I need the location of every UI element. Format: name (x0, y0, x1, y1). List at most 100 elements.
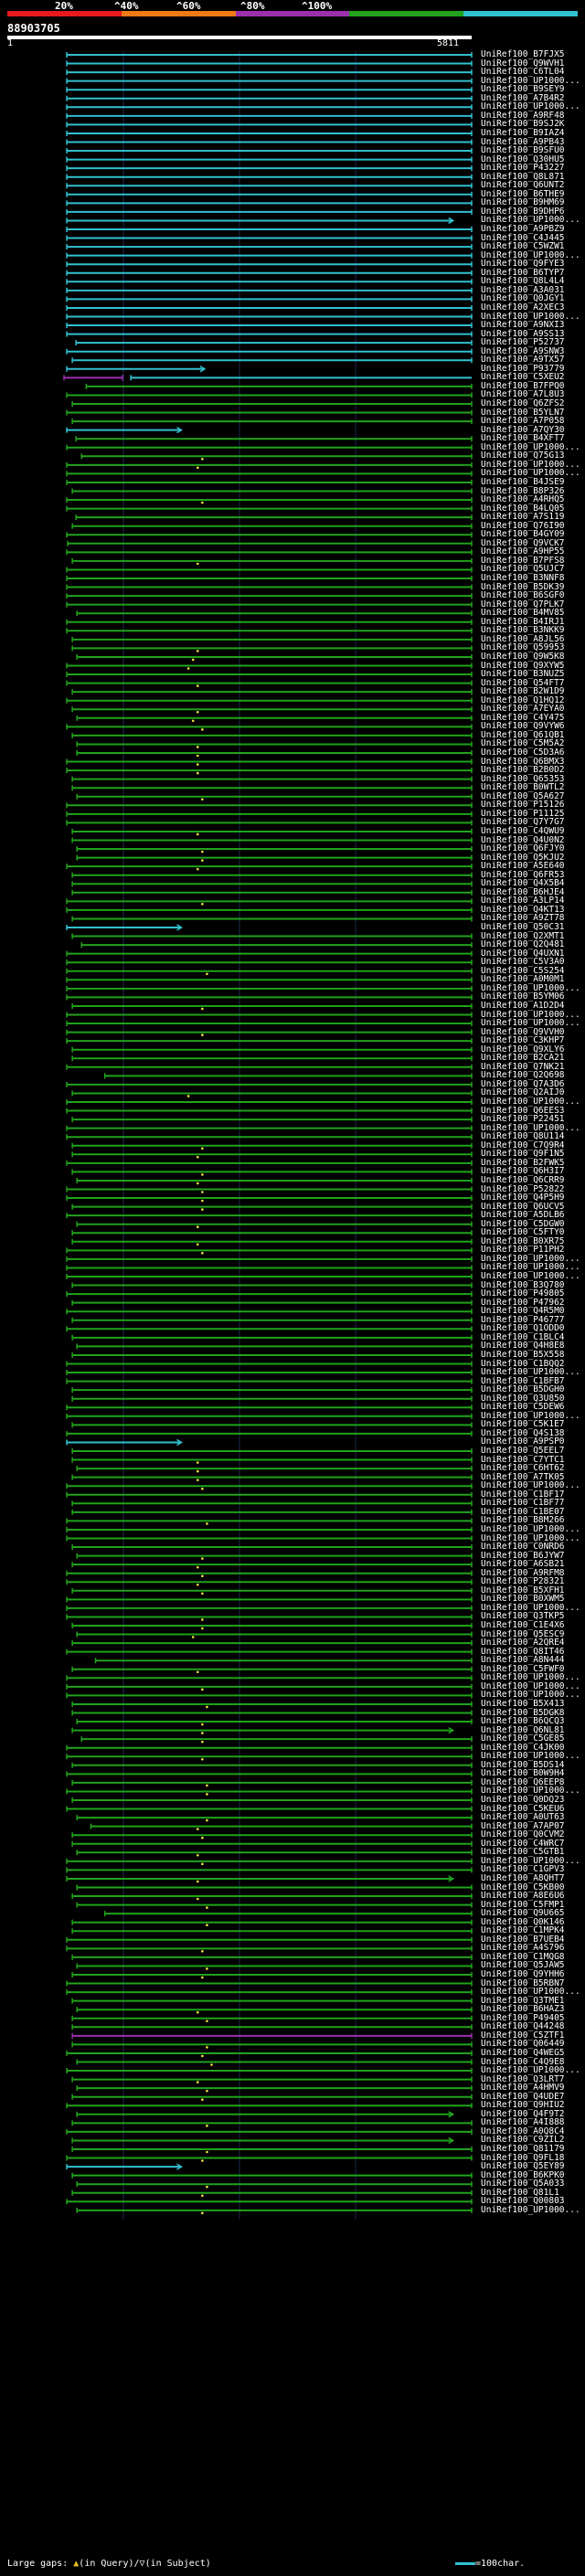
hit-label-link[interactable]: UniRef100_B9SEY9 (481, 84, 565, 95)
hit-label-link[interactable]: UniRef100_A4HMV9 (481, 2083, 565, 2094)
hit-row[interactable] (66, 1405, 473, 1411)
hit-label-link[interactable]: UniRef100_C3KHP7 (481, 1035, 565, 1046)
hit-row[interactable] (71, 2147, 473, 2154)
hit-row[interactable] (66, 1605, 473, 1611)
hit-label-link[interactable]: UniRef100_B4GY09 (481, 529, 565, 540)
hit-row[interactable] (71, 1448, 473, 1454)
hit-label-link[interactable]: UniRef100_C1E4X6 (481, 1620, 565, 1630)
hit-label-link[interactable]: UniRef100_B0XWM5 (481, 1594, 565, 1605)
hit-row[interactable] (71, 916, 473, 922)
hit-row[interactable] (66, 1936, 473, 1943)
hit-row[interactable] (66, 898, 473, 906)
hit-label-link[interactable]: UniRef100_C1GPV3 (481, 1864, 565, 1875)
hit-label-link[interactable]: UniRef100_UP1000... (481, 1410, 580, 1421)
hit-row[interactable] (71, 1422, 473, 1428)
hit-label-link[interactable]: UniRef100_Q81179 (481, 2144, 565, 2154)
hit-row[interactable] (76, 2207, 473, 2215)
hit-label-link[interactable]: UniRef100_B5X558 (481, 1349, 565, 1360)
hit-row[interactable] (66, 130, 473, 136)
hit-label-link[interactable]: UniRef100_B6HAZ3 (481, 2004, 565, 2015)
hit-label-link[interactable]: UniRef100_Q6BMX3 (481, 756, 565, 767)
hit-row[interactable] (76, 2007, 473, 2014)
hit-row[interactable] (71, 828, 473, 836)
hit-label-link[interactable]: UniRef100_Q61QB1 (481, 729, 565, 740)
hit-label-link[interactable]: UniRef100_C5KB00 (481, 1882, 565, 1892)
hit-label-link[interactable]: UniRef100_UP1000... (481, 249, 580, 260)
hit-label-link[interactable]: UniRef100_B9SJ2K (481, 119, 565, 130)
hit-row[interactable] (71, 2024, 473, 2030)
hit-row[interactable] (66, 148, 473, 154)
hit-row[interactable] (66, 1683, 473, 1691)
hit-row[interactable] (66, 122, 473, 128)
hit-row[interactable] (66, 985, 473, 991)
hit-label-link[interactable]: UniRef100_C4Y475 (481, 712, 565, 723)
hit-label-link[interactable]: UniRef100_C5FWF0 (481, 1663, 565, 1674)
hit-row[interactable] (66, 505, 473, 512)
hit-row[interactable] (66, 366, 207, 373)
hit-row[interactable] (66, 471, 473, 477)
hit-label-link[interactable]: UniRef100_C0NRD6 (481, 1542, 565, 1553)
hit-row[interactable] (71, 636, 473, 642)
hit-label-link[interactable]: UniRef100_A9PSP0 (481, 1436, 565, 1447)
hit-label-link[interactable]: UniRef100_Q0K146 (481, 1916, 565, 1927)
hit-label-link[interactable]: UniRef100_B6KPK0 (481, 2169, 565, 2180)
hit-row[interactable] (66, 1614, 473, 1621)
hit-label-link[interactable]: UniRef100_UP1000... (481, 2065, 580, 2076)
hit-label-link[interactable]: UniRef100_Q9XYW5 (481, 660, 565, 671)
hit-row[interactable] (66, 227, 473, 232)
hit-label-link[interactable]: UniRef100_Q5A033 (481, 2178, 565, 2189)
hit-row[interactable] (66, 1867, 473, 1873)
hit-row[interactable] (66, 95, 473, 101)
hit-row[interactable] (66, 1274, 473, 1279)
hit-label-link[interactable]: UniRef100_A9NXI3 (481, 320, 565, 331)
hit-row[interactable] (76, 1466, 473, 1473)
hit-label-link[interactable]: UniRef100_UP1000... (481, 2204, 580, 2215)
hit-row[interactable] (76, 1343, 473, 1350)
hit-label-link[interactable]: UniRef100_P43227 (481, 163, 565, 174)
hit-label-link[interactable]: UniRef100_Q5EY89 (481, 2161, 565, 2172)
hit-label-link[interactable]: UniRef100_Q6FJY0 (481, 843, 565, 854)
hit-label-link[interactable]: UniRef100_C1BF17 (481, 1489, 565, 1500)
hit-row[interactable] (66, 994, 473, 1001)
hit-label-link[interactable]: UniRef100_Q7NK21 (481, 1061, 565, 1072)
hit-row[interactable] (71, 1387, 473, 1394)
hit-label-link[interactable]: UniRef100_A4RHQ5 (481, 494, 565, 505)
hit-label-link[interactable]: UniRef100_C5FMP1 (481, 1899, 565, 1910)
hit-row[interactable] (76, 2059, 473, 2066)
hit-row[interactable] (66, 191, 473, 197)
hit-label-link[interactable]: UniRef100_B3NNF8 (481, 573, 565, 583)
hit-row[interactable] (66, 758, 473, 766)
hit-label-link[interactable]: UniRef100_P46777 (481, 1314, 565, 1325)
hit-row[interactable] (75, 514, 473, 521)
hit-row[interactable] (71, 1509, 473, 1515)
hit-row[interactable] (71, 1055, 473, 1062)
hit-label-link[interactable]: UniRef100_B5DS14 (481, 1759, 565, 1770)
hit-row[interactable] (71, 2120, 473, 2127)
hit-row[interactable] (66, 461, 473, 470)
hit-label-link[interactable]: UniRef100_C4JK00 (481, 1742, 565, 1753)
hit-label-link[interactable]: UniRef100_B6JYW7 (481, 1550, 565, 1561)
hit-label-link[interactable]: UniRef100_B8P326 (481, 485, 565, 496)
hit-label-link[interactable]: UniRef100_B5DGK8 (481, 1707, 565, 1718)
hit-label-link[interactable]: UniRef100_A8JL56 (481, 633, 565, 644)
hit-label-link[interactable]: UniRef100_A5E640 (481, 861, 565, 872)
hit-label-link[interactable]: UniRef100_A3LP14 (481, 896, 565, 906)
hit-label-link[interactable]: UniRef100_B3NKK9 (481, 625, 565, 636)
hit-row[interactable] (71, 872, 473, 878)
hit-label-link[interactable]: UniRef100_Q4F9T2 (481, 2108, 565, 2119)
hit-row[interactable] (66, 200, 473, 207)
hit-label-link[interactable]: UniRef100_B6TYP7 (481, 267, 565, 278)
hit-row[interactable] (71, 837, 473, 843)
hit-label-link[interactable]: UniRef100_A4S796 (481, 1943, 565, 1954)
hit-label-link[interactable]: UniRef100_Q9VVH0 (481, 1026, 565, 1037)
hit-label-link[interactable]: UniRef100_Q7Y7G7 (481, 817, 565, 828)
hit-row[interactable] (71, 2136, 455, 2145)
hit-row[interactable] (76, 1553, 473, 1560)
hit-label-link[interactable]: UniRef100_Q1ODD0 (481, 1323, 565, 1334)
hit-row[interactable] (71, 1928, 473, 1935)
hit-label-link[interactable]: UniRef100_B7FPQ0 (481, 380, 565, 391)
hit-row[interactable] (76, 1177, 473, 1185)
hit-row[interactable] (76, 1815, 473, 1822)
hit-row[interactable] (66, 724, 473, 731)
hit-row[interactable] (71, 2041, 473, 2049)
